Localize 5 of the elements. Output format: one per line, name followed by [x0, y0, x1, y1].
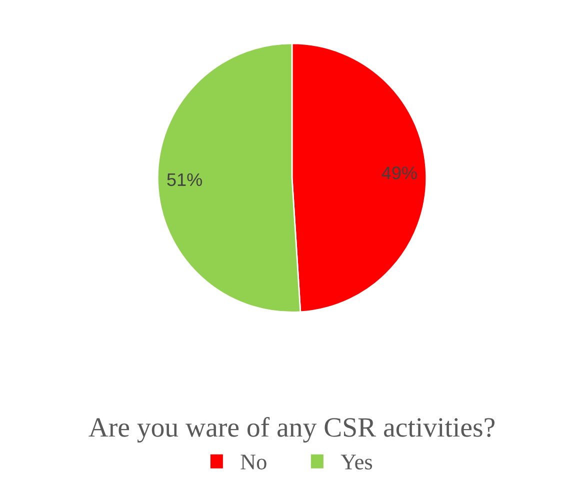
data-label: 49%: [382, 166, 417, 180]
data-label: 51%: [167, 173, 202, 186]
legend-label: Yes: [340, 454, 372, 470]
legend-label: No: [240, 454, 266, 470]
text: Are you ware of any CSR activities?: [88, 417, 494, 443]
